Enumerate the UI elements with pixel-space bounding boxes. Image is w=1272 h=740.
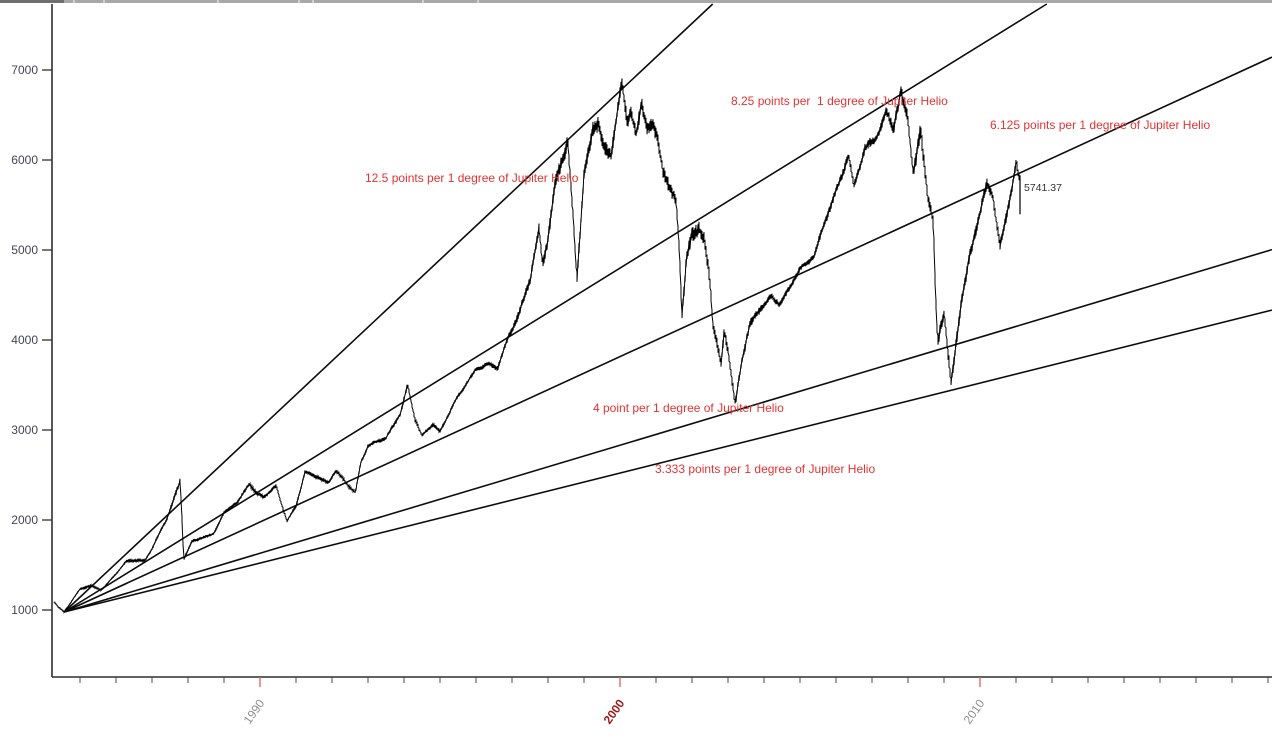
fan-line-12.5 xyxy=(63,3,714,613)
y-axis-label: 4000 xyxy=(11,333,38,347)
fan-line-annotation: 3.333 points per 1 degree of Jupiter Hel… xyxy=(655,462,875,476)
y-axis-label: 1000 xyxy=(11,603,38,617)
strip-notch xyxy=(477,0,479,3)
y-axis-label: 2000 xyxy=(11,513,38,527)
strip-notch xyxy=(103,0,105,3)
strip-notch xyxy=(73,0,75,3)
fan-line-3.333 xyxy=(64,309,1272,613)
fan-line-annotation: 12.5 points per 1 degree of Jupiter Heli… xyxy=(365,171,579,185)
y-axis-label: 6000 xyxy=(11,153,38,167)
strip-notch xyxy=(298,0,300,3)
window-top-strip xyxy=(0,0,1272,3)
y-axis-label: 5000 xyxy=(11,243,38,257)
x-axis-year-label-2010: 2010 xyxy=(961,696,988,726)
y-axis-label: 3000 xyxy=(11,423,38,437)
strip-notch xyxy=(422,0,424,3)
strip-dark-segment xyxy=(0,0,64,3)
last-price-label: 5741.37 xyxy=(1024,182,1062,194)
fan-line-4 xyxy=(63,248,1272,613)
strip-notch xyxy=(312,0,314,3)
fan-line-6.125 xyxy=(63,56,1272,613)
price-series xyxy=(53,78,1021,615)
strip-base xyxy=(0,0,1272,3)
x-axis-year-label-1990: 1990 xyxy=(241,696,268,726)
strip-notch xyxy=(217,0,219,3)
fan-line-annotation: 4 point per 1 degree of Jupiter Helio xyxy=(593,401,784,415)
fan-line-annotation: 6.125 points per 1 degree of Jupiter Hel… xyxy=(990,118,1210,132)
x-axis-year-label-2000: 2000 xyxy=(601,696,628,726)
fan-line-8.25 xyxy=(63,3,1048,613)
fan-line-annotation: 8.25 points per 1 degree of Jupiter Heli… xyxy=(731,94,948,108)
y-axis-label: 7000 xyxy=(11,63,38,77)
